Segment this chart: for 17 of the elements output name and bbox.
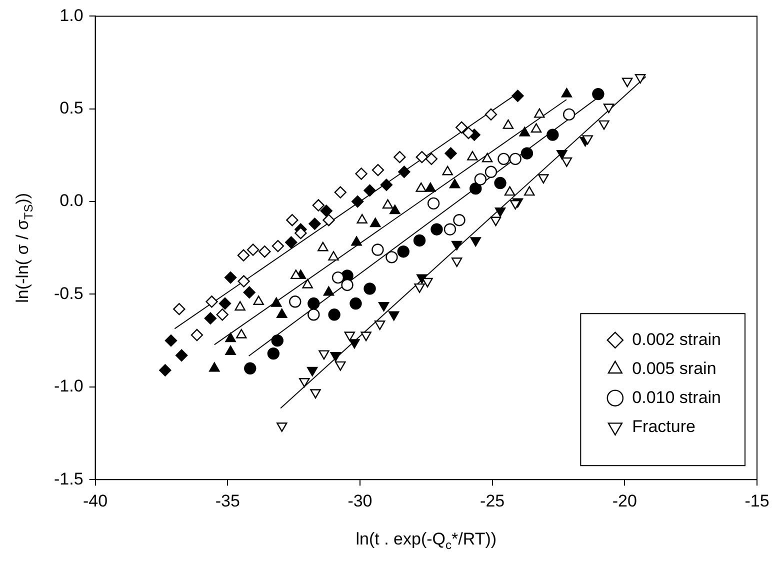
legend-label: 0.005 srain [632,358,716,378]
y-tick-label: 0.0 [60,191,84,210]
y-tick-label: 0.5 [60,98,84,118]
x-tick-label: -15 [744,491,770,510]
x-tick-label: -35 [215,491,240,510]
x-tick-label: -25 [480,491,505,510]
y-tick-label: -0.5 [54,284,84,303]
x-tick-label: -30 [348,491,372,510]
x-tick-label: -40 [83,491,108,510]
legend-label: 0.010 strain [632,388,722,407]
y-tick-label: 1.0 [60,6,84,25]
legend-label: 0.002 strain [632,330,722,349]
y-tick-label: -1.5 [54,469,84,488]
x-tick-label: -20 [612,491,637,510]
y-axis-title: ln(-ln( σ / σTS)) [12,192,36,303]
legend-label: Fracture [632,416,696,436]
y-tick-label: -1.0 [54,376,84,396]
